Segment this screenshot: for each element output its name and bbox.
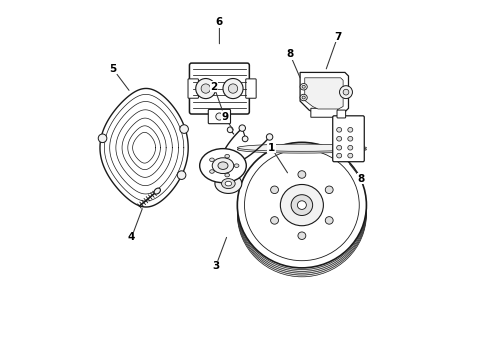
Ellipse shape — [336, 153, 341, 158]
FancyBboxPatch shape — [189, 63, 249, 114]
Text: 4: 4 — [127, 209, 142, 242]
Circle shape — [223, 78, 243, 99]
Circle shape — [242, 136, 247, 142]
Ellipse shape — [280, 184, 323, 226]
Ellipse shape — [199, 149, 246, 183]
Text: 6: 6 — [215, 17, 223, 44]
FancyBboxPatch shape — [336, 110, 345, 118]
Text: 8: 8 — [286, 49, 300, 78]
Ellipse shape — [336, 127, 341, 132]
Ellipse shape — [302, 96, 305, 99]
Ellipse shape — [347, 153, 352, 158]
Ellipse shape — [237, 148, 366, 273]
Ellipse shape — [347, 136, 352, 141]
Text: 8: 8 — [349, 164, 364, 184]
Circle shape — [201, 84, 210, 93]
Ellipse shape — [237, 151, 366, 277]
Ellipse shape — [270, 217, 278, 224]
Circle shape — [180, 125, 188, 133]
Ellipse shape — [212, 158, 233, 174]
Ellipse shape — [297, 232, 305, 239]
Polygon shape — [304, 78, 343, 109]
Ellipse shape — [297, 201, 306, 210]
Ellipse shape — [237, 144, 366, 151]
Text: 3: 3 — [212, 237, 226, 271]
FancyBboxPatch shape — [245, 79, 256, 98]
Ellipse shape — [244, 149, 359, 261]
Ellipse shape — [302, 85, 305, 88]
Circle shape — [215, 113, 223, 120]
Ellipse shape — [297, 171, 305, 178]
Ellipse shape — [325, 186, 332, 194]
Ellipse shape — [218, 162, 227, 170]
Polygon shape — [300, 72, 348, 114]
Text: 2: 2 — [210, 82, 222, 110]
Circle shape — [266, 134, 272, 140]
Text: 7: 7 — [325, 32, 341, 69]
Ellipse shape — [237, 146, 366, 153]
Circle shape — [195, 78, 215, 99]
Circle shape — [177, 171, 185, 179]
Text: 5: 5 — [109, 64, 129, 90]
Polygon shape — [100, 89, 188, 207]
Ellipse shape — [221, 179, 235, 189]
Ellipse shape — [300, 94, 306, 101]
Circle shape — [98, 134, 106, 143]
Ellipse shape — [325, 217, 332, 224]
Ellipse shape — [224, 154, 229, 158]
Circle shape — [343, 89, 348, 95]
Ellipse shape — [347, 145, 352, 150]
FancyBboxPatch shape — [187, 79, 198, 98]
Ellipse shape — [237, 142, 366, 268]
FancyBboxPatch shape — [208, 109, 230, 124]
Ellipse shape — [347, 127, 352, 132]
Ellipse shape — [237, 144, 366, 270]
Circle shape — [228, 84, 237, 93]
Polygon shape — [310, 108, 338, 117]
Circle shape — [239, 125, 245, 131]
Ellipse shape — [290, 195, 312, 216]
Circle shape — [227, 127, 233, 133]
Text: 9: 9 — [221, 112, 233, 130]
Ellipse shape — [154, 188, 160, 194]
Text: 1: 1 — [267, 143, 287, 173]
Ellipse shape — [224, 173, 229, 177]
Ellipse shape — [336, 136, 341, 141]
Ellipse shape — [237, 146, 366, 271]
Ellipse shape — [234, 164, 239, 167]
Ellipse shape — [209, 158, 214, 162]
Ellipse shape — [270, 186, 278, 194]
Ellipse shape — [209, 170, 214, 173]
Circle shape — [339, 86, 352, 99]
Ellipse shape — [214, 174, 241, 193]
Ellipse shape — [224, 181, 231, 186]
FancyBboxPatch shape — [332, 116, 364, 162]
Ellipse shape — [237, 149, 366, 275]
Ellipse shape — [300, 84, 306, 90]
Ellipse shape — [336, 145, 341, 150]
